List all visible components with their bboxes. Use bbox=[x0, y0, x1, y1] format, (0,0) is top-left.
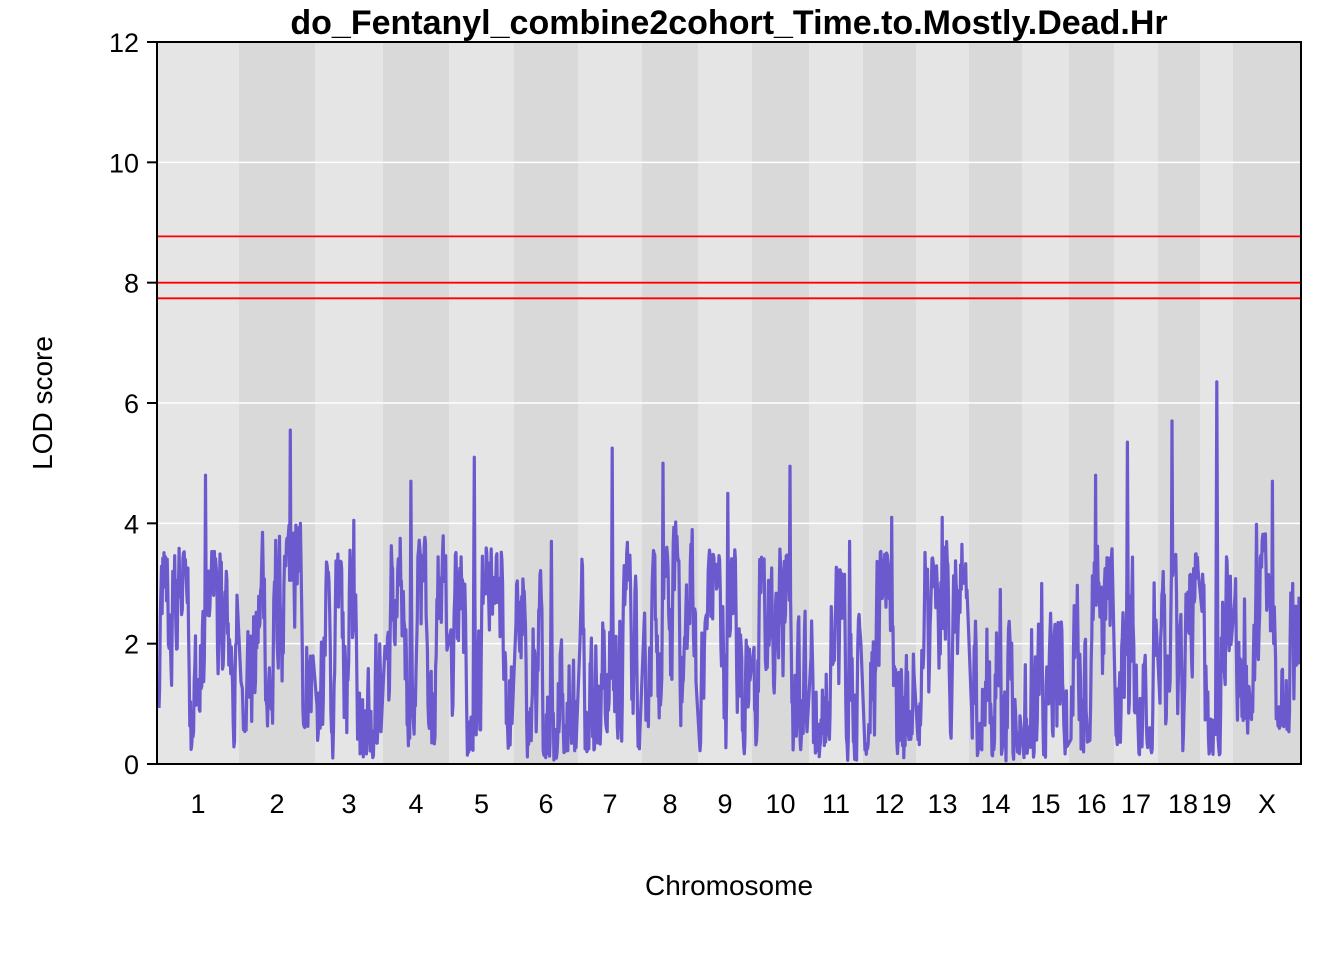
x-tick-label-14: 14 bbox=[980, 789, 1010, 819]
x-tick-label-15: 15 bbox=[1030, 789, 1060, 819]
x-tick-label-10: 10 bbox=[765, 789, 795, 819]
x-tick-label-19: 19 bbox=[1201, 789, 1231, 819]
y-tick-label: 2 bbox=[124, 630, 139, 660]
x-tick-label-6: 6 bbox=[538, 789, 553, 819]
y-tick-label: 0 bbox=[124, 750, 139, 780]
x-tick-label-17: 17 bbox=[1121, 789, 1151, 819]
x-tick-label-7: 7 bbox=[602, 789, 617, 819]
x-tick-label-9: 9 bbox=[717, 789, 732, 819]
x-tick-label-1: 1 bbox=[190, 789, 205, 819]
x-tick-label-4: 4 bbox=[408, 789, 423, 819]
x-tick-label-8: 8 bbox=[662, 789, 677, 819]
threshold-lines bbox=[157, 235, 1301, 300]
y-tick-label: 10 bbox=[109, 148, 139, 178]
x-axis-label: Chromosome bbox=[645, 870, 813, 901]
x-tick-label-16: 16 bbox=[1076, 789, 1106, 819]
x-tick-label-X: X bbox=[1258, 789, 1276, 819]
x-tick-label-13: 13 bbox=[927, 789, 957, 819]
chart-title: do_Fentanyl_combine2cohort_Time.to.Mostl… bbox=[290, 4, 1167, 42]
y-tick-label: 12 bbox=[109, 28, 139, 58]
x-tick-label-2: 2 bbox=[269, 789, 284, 819]
x-axis-ticks: 1 2 3 4 5 6 7 8 9 10 11 12 13 14 15 16 17 18 19 X bbox=[190, 789, 1276, 819]
y-axis-label: LOD score bbox=[27, 336, 58, 470]
x-tick-label-5: 5 bbox=[474, 789, 489, 819]
x-tick-label-12: 12 bbox=[874, 789, 904, 819]
x-tick-label-18: 18 bbox=[1168, 789, 1198, 819]
x-tick-label-11: 11 bbox=[822, 789, 850, 819]
x-tick-label-3: 3 bbox=[341, 789, 356, 819]
y-axis-ticks: 0 2 4 6 8 10 12 bbox=[109, 28, 157, 780]
y-tick-label: 4 bbox=[124, 509, 139, 539]
y-tick-label: 8 bbox=[124, 269, 139, 299]
y-tick-label: 6 bbox=[124, 389, 139, 419]
lod-series-line bbox=[157, 380, 1301, 763]
